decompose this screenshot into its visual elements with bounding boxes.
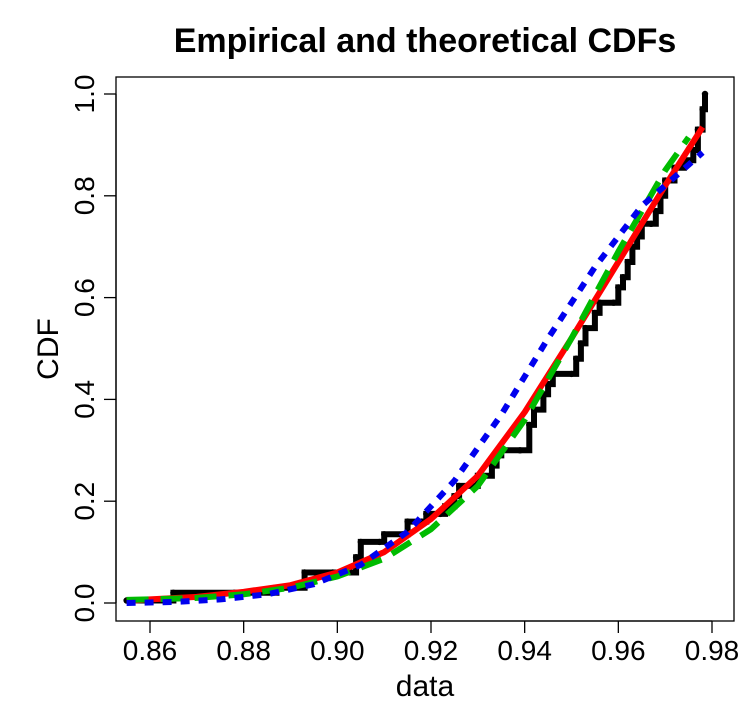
empirical-cdf-point-51 [701,90,709,98]
y-tick-label-4: 0.8 [69,176,100,215]
x-tick-label-3: 0.92 [404,635,459,666]
empirical-cdf-point-24 [526,421,533,429]
empirical-cdf-point-38 [624,258,631,266]
empirical-cdf-point-4 [301,569,308,576]
y-tick-label-0: 0.0 [69,584,100,623]
empirical-cdf-point-33 [591,309,599,317]
empirical-cdf-point-32 [582,324,589,332]
empirical-cdf-point-6 [352,554,360,561]
theoretical-cdf-line-2 [126,150,705,606]
empirical-cdf-point-34 [596,299,603,306]
y-tick-label-2: 0.4 [69,380,100,419]
x-tick-label-1: 0.88 [216,635,271,666]
empirical-cdf-point-1 [170,589,177,596]
empirical-cdf-point-29 [568,370,575,378]
x-axis-label: data [396,670,455,703]
empirical-cdf-point-7 [357,538,364,546]
empirical-cdf-point-30 [573,355,580,362]
x-tick-label-2: 0.90 [310,635,365,666]
x-tick-label-5: 0.96 [591,635,646,666]
empirical-cdf-point-11 [404,518,411,525]
empirical-cdf-point-9 [381,531,388,538]
plot-area [123,90,709,606]
y-tick-label-3: 0.6 [69,278,100,317]
empirical-cdf-point-23 [516,447,524,454]
y-tick-label-5: 1.0 [69,75,100,114]
x-axis: 0.86 0.88 0.90 0.92 0.94 0.96 0.98 [123,620,740,666]
empirical-cdf-point-37 [619,274,627,281]
empirical-cdf-point-36 [615,284,622,291]
empirical-cdf-point-35 [610,299,617,306]
empirical-cdf-point-42 [647,220,655,227]
y-tick-label-1: 0.2 [69,482,100,521]
empirical-cdf-point-17 [455,482,463,490]
plot-frame [115,76,735,622]
y-axis-label: CDF [32,318,65,380]
chart-title: Empirical and theoretical CDFs [174,22,677,60]
empirical-cdf-point-8 [376,538,383,546]
x-tick-label-4: 0.94 [497,635,552,666]
x-tick-label-6: 0.98 [685,635,740,666]
empirical-cdf-point-31 [577,340,585,347]
theoretical-cdf-line-0 [126,125,706,604]
x-tick-label-0: 0.86 [123,635,178,666]
y-axis: 0.0 0.2 0.4 0.6 0.8 1.0 [69,75,117,623]
empirical-cdf-point-43 [652,207,659,215]
empirical-cdf-point-50 [699,106,706,113]
